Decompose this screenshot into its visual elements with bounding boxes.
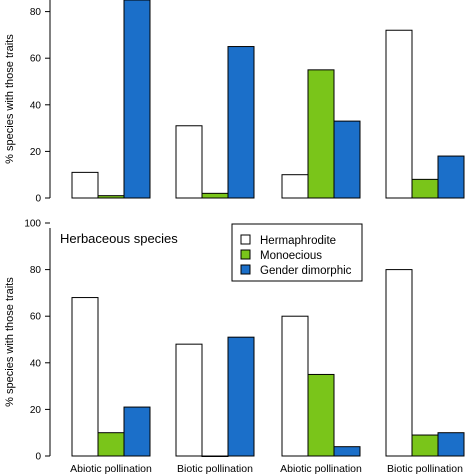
x-category-label: Biotic pollination [177, 463, 253, 474]
y-tick-label: 80 [30, 265, 42, 276]
panel-bottom: 0 20 40 60 80 100 % species with those traits… [4, 219, 465, 474]
y-tick-label: 20 [30, 405, 42, 416]
legend-box [231, 223, 363, 282]
bar-hermaphrodite [175, 343, 203, 457]
legend-swatch-monoecious [240, 249, 251, 260]
x-category-label: Abiotic pollination [70, 463, 152, 474]
bar-gender-dimorphic [227, 336, 255, 457]
bar-gender-dimorphic [333, 446, 361, 457]
y-ticks: 0 20 40 60 80 100 [24, 219, 50, 463]
bar-monoecious [201, 192, 229, 199]
bar-monoecious [411, 434, 439, 457]
y-tick-label: 20 [30, 147, 42, 158]
bar-hermaphrodite [281, 174, 309, 199]
bar-hermaphrodite [281, 315, 309, 457]
bar-hermaphrodite [175, 125, 203, 199]
y-axis-label: % species with those traits [4, 277, 16, 407]
bar-hermaphrodite [385, 29, 413, 199]
y-ticks: 0 20 40 60 80 [30, 7, 50, 205]
legend-swatch-hermaphrodite [240, 234, 251, 245]
panel-title: Herbaceous species [60, 231, 178, 246]
bar-gender-dimorphic [437, 155, 465, 199]
y-tick-label: 40 [30, 358, 42, 369]
bars [71, 0, 465, 199]
y-tick-label: 80 [30, 7, 42, 18]
bar-hermaphrodite [71, 171, 99, 199]
y-tick-label: 60 [30, 312, 42, 323]
bar-monoecious [307, 373, 335, 457]
x-category-labels: Abiotic pollination Biotic pollination Abi… [70, 463, 463, 474]
y-tick-label: 0 [35, 452, 41, 463]
x-category-label: Abiotic pollination [280, 463, 362, 474]
bar-monoecious [411, 178, 439, 199]
legend-label-monoecious: Monoecious [260, 250, 322, 262]
legend-label-hermaphrodite: Hermaphrodite [260, 235, 336, 247]
bar-gender-dimorphic [437, 432, 465, 457]
legend-swatch-gender-dimorphic [240, 264, 251, 275]
y-tick-label: 40 [30, 100, 42, 111]
panel-top: 0 20 40 60 80 % species with those traits [4, 0, 465, 205]
legend-label-gender-dimorphic: Gender dimorphic [260, 265, 352, 277]
legend: Hermaphrodite Monoecious Gender dimorphi… [231, 223, 363, 282]
bars [71, 269, 465, 457]
y-axis-label: % species with those traits [4, 34, 16, 164]
bar-gender-dimorphic [123, 406, 151, 457]
bar-monoecious [97, 195, 125, 199]
bar-gender-dimorphic [227, 46, 255, 199]
y-tick-label: 60 [30, 54, 42, 65]
bar-monoecious [307, 69, 335, 199]
bar-hermaphrodite [71, 297, 99, 457]
y-tick-label: 100 [24, 219, 41, 230]
bar-monoecious [201, 455, 229, 457]
bar-monoecious [97, 432, 125, 457]
bar-gender-dimorphic [123, 0, 151, 199]
bar-hermaphrodite [385, 269, 413, 457]
x-category-label: Biotic pollination [387, 463, 463, 474]
y-tick-label: 0 [35, 194, 41, 205]
bar-gender-dimorphic [333, 120, 361, 199]
